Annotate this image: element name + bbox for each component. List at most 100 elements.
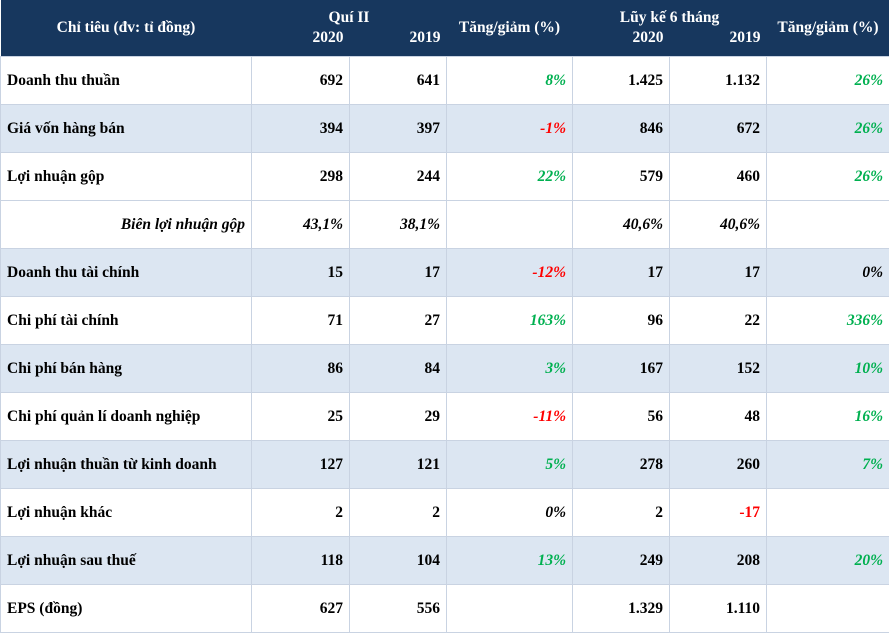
cell-h-change [766, 200, 889, 249]
cell-q2019: 397 [349, 104, 447, 153]
cell-h-change: 10% [766, 344, 889, 393]
cell-h2019: 260 [669, 440, 767, 489]
cell-h2019: 1.132 [669, 56, 767, 105]
table-row: Lợi nhuận sau thuế 118 104 13% 249 208 2… [0, 536, 889, 585]
cell-h2020: 167 [572, 344, 670, 393]
cell-h-change: 26% [766, 104, 889, 153]
cell-h2020: 40,6% [572, 200, 670, 249]
cell-q2020: 127 [251, 440, 350, 489]
cell-h2020: 96 [572, 296, 670, 345]
row-label: Lợi nhuận gộp [0, 152, 252, 201]
header-q-2019: 2019 [349, 28, 447, 57]
cell-q-change: 22% [446, 152, 573, 201]
cell-h2020: 1.329 [572, 584, 670, 633]
row-label: Giá vốn hàng bán [0, 104, 252, 153]
cell-h2019: 48 [669, 392, 767, 441]
row-label: Lợi nhuận khác [0, 488, 252, 537]
cell-q-change: 8% [446, 56, 573, 105]
cell-q-change [446, 200, 573, 249]
cell-h-change: 20% [766, 536, 889, 585]
row-label: EPS (đồng) [0, 584, 252, 633]
cell-q-change [446, 584, 573, 633]
cell-q2020: 15 [251, 248, 350, 297]
cell-q2019: 641 [349, 56, 447, 105]
cell-q-change: 0% [446, 488, 573, 537]
cell-q2020: 627 [251, 584, 350, 633]
cell-h-change: 26% [766, 56, 889, 105]
cell-h2020: 579 [572, 152, 670, 201]
cell-h2020: 17 [572, 248, 670, 297]
cell-h2019: 152 [669, 344, 767, 393]
row-label: Chi phí quản lí doanh nghiệp [0, 392, 252, 441]
header-ytd-change: Tăng/giảm (%) [766, 0, 889, 57]
header-row-2: 2020 2019 2020 2019 [1, 28, 889, 57]
cell-h2019: -17 [669, 488, 767, 537]
cell-h2019: 672 [669, 104, 767, 153]
cell-h-change: 16% [766, 392, 889, 441]
header-ytd-2020: 2020 [572, 28, 670, 57]
row-label: Chi phí bán hàng [0, 344, 252, 393]
cell-h-change: 336% [766, 296, 889, 345]
cell-q-change: -11% [446, 392, 573, 441]
cell-q2019: 244 [349, 152, 447, 201]
header-q-2020: 2020 [251, 28, 350, 57]
cell-q2020: 25 [251, 392, 350, 441]
table-row: Lợi nhuận khác 2 2 0% 2 -17 [0, 488, 889, 537]
cell-q2020: 43,1% [251, 200, 350, 249]
header-row-1: Chỉ tiêu (đv: tỉ đồng) Quí II Tăng/giảm … [0, 0, 889, 57]
cell-q2019: 2 [349, 488, 447, 537]
cell-q-change: 13% [446, 536, 573, 585]
cell-q-change: 163% [446, 296, 573, 345]
cell-h2020: 1.425 [572, 56, 670, 105]
row-label: Lợi nhuận thuần từ kinh doanh [0, 440, 252, 489]
cell-h2019: 208 [669, 536, 767, 585]
table-row: Chi phí tài chính 71 27 163% 96 22 336% [0, 296, 889, 345]
header-ytd-group: Lũy kế 6 tháng [572, 0, 767, 28]
cell-h-change: 0% [766, 248, 889, 297]
cell-q2020: 2 [251, 488, 350, 537]
row-label: Doanh thu tài chính [0, 248, 252, 297]
row-label: Chi phí tài chính [0, 296, 252, 345]
cell-h-change: 26% [766, 152, 889, 201]
cell-q2020: 71 [251, 296, 350, 345]
row-label: Lợi nhuận sau thuế [0, 536, 252, 585]
row-label: Doanh thu thuần [0, 56, 252, 105]
row-label: Biên lợi nhuận gộp [0, 200, 252, 249]
cell-q2019: 556 [349, 584, 447, 633]
cell-q2020: 298 [251, 152, 350, 201]
table-row: Chi phí bán hàng 86 84 3% 167 152 10% [0, 344, 889, 393]
cell-q2020: 86 [251, 344, 350, 393]
header-indicator: Chỉ tiêu (đv: tỉ đồng) [0, 0, 252, 57]
cell-q2020: 394 [251, 104, 350, 153]
cell-h2019: 1.110 [669, 584, 767, 633]
header-quarter-group: Quí II [251, 0, 447, 28]
cell-q2020: 118 [251, 536, 350, 585]
cell-h2020: 56 [572, 392, 670, 441]
cell-h2019: 40,6% [669, 200, 767, 249]
table-row: Doanh thu thuần 692 641 8% 1.425 1.132 2… [0, 56, 889, 105]
table-row: Lợi nhuận thuần từ kinh doanh 127 121 5%… [0, 440, 889, 489]
table-row: Doanh thu tài chính 15 17 -12% 17 17 0% [0, 248, 889, 297]
cell-h2019: 22 [669, 296, 767, 345]
cell-h2019: 17 [669, 248, 767, 297]
cell-q2019: 121 [349, 440, 447, 489]
cell-h-change: 7% [766, 440, 889, 489]
cell-q2019: 29 [349, 392, 447, 441]
cell-q2019: 104 [349, 536, 447, 585]
table-row: EPS (đồng) 627 556 1.329 1.110 [0, 584, 889, 633]
cell-q2020: 692 [251, 56, 350, 105]
cell-h2019: 460 [669, 152, 767, 201]
cell-h2020: 278 [572, 440, 670, 489]
cell-q-change: -12% [446, 248, 573, 297]
cell-q2019: 17 [349, 248, 447, 297]
table-row: Lợi nhuận gộp 298 244 22% 579 460 26% [0, 152, 889, 201]
header-quarter-change: Tăng/giảm (%) [446, 0, 573, 57]
table-row: Chi phí quản lí doanh nghiệp 25 29 -11% … [0, 392, 889, 441]
cell-q-change: 5% [446, 440, 573, 489]
header-ytd-2019: 2019 [669, 28, 767, 57]
cell-q2019: 84 [349, 344, 447, 393]
table-row: Giá vốn hàng bán 394 397 -1% 846 672 26% [0, 104, 889, 153]
cell-q2019: 38,1% [349, 200, 447, 249]
cell-h-change [766, 488, 889, 537]
